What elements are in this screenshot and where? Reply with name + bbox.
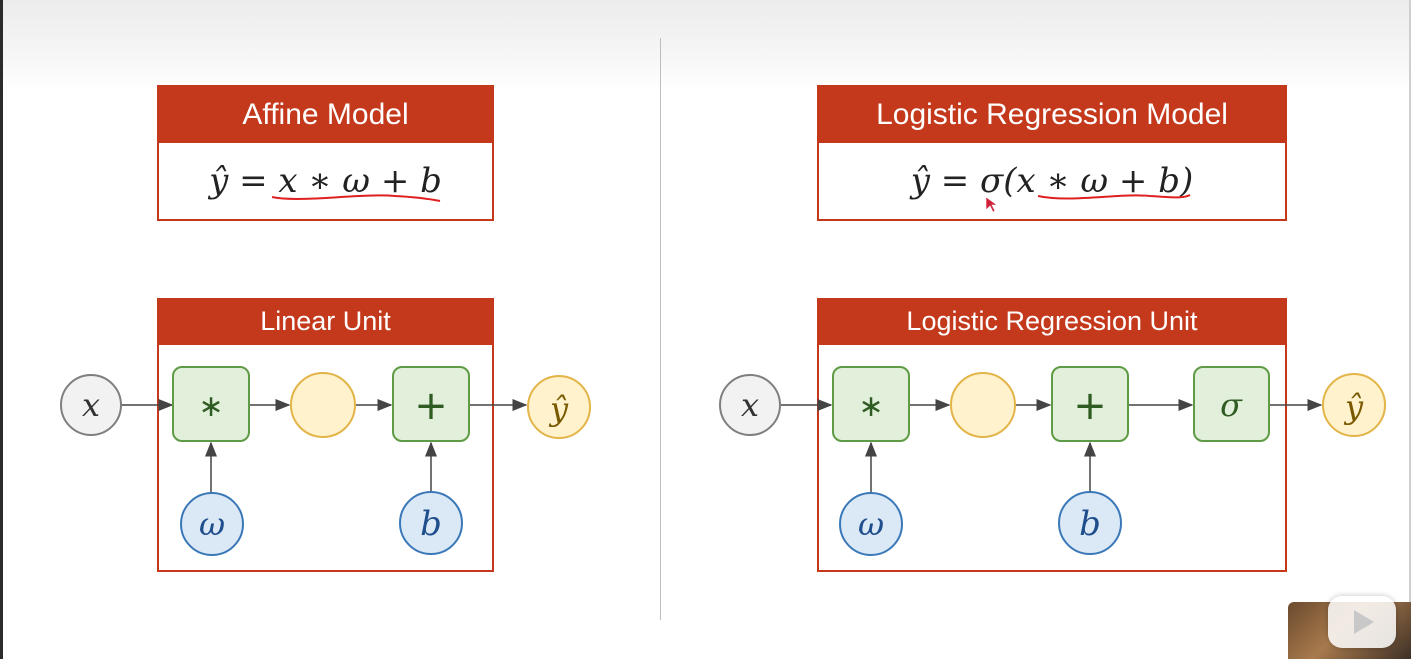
affine-model-box: Affine Model ŷ = x ∗ ω + b xyxy=(157,85,494,221)
bias-b-node: b xyxy=(1058,491,1122,555)
multiply-node: ∗ xyxy=(172,366,250,442)
svg-text:x: x xyxy=(741,386,759,424)
svg-text:∗: ∗ xyxy=(198,389,223,424)
svg-text:σ: σ xyxy=(1220,386,1243,424)
logistic-equation: ŷ = σ(x ∗ ω + b) xyxy=(910,161,1194,201)
output-y-hat-node: ŷ xyxy=(527,375,591,439)
affine-model-title: Affine Model xyxy=(159,87,492,143)
svg-text:ŷ: ŷ xyxy=(548,390,569,428)
window-left-edge xyxy=(0,0,3,659)
add-node: + xyxy=(392,366,470,442)
svg-text:b: b xyxy=(420,504,442,544)
multiply-node: ∗ xyxy=(832,366,910,442)
add-node: + xyxy=(1051,366,1129,442)
input-x-node: x xyxy=(60,374,122,436)
svg-text:+: + xyxy=(414,383,448,429)
weight-omega-node: ω xyxy=(180,492,244,556)
svg-text:ŷ: ŷ xyxy=(1343,388,1364,426)
linear-unit-title: Linear Unit xyxy=(157,298,494,344)
svg-text:ω: ω xyxy=(199,505,225,543)
svg-text:+: + xyxy=(1073,383,1107,429)
svg-text:b: b xyxy=(1079,504,1101,544)
logistic-unit-frame xyxy=(817,343,1287,572)
intermediate-node xyxy=(950,372,1016,438)
input-x-node: x xyxy=(719,374,781,436)
affine-equation: ŷ = x ∗ ω + b xyxy=(209,161,442,201)
weight-omega-node: ω xyxy=(839,492,903,556)
svg-text:∗: ∗ xyxy=(858,389,883,424)
svg-text:ω: ω xyxy=(858,505,884,543)
linear-unit-frame xyxy=(157,343,494,572)
logistic-model-title: Logistic Regression Model xyxy=(819,87,1285,143)
logistic-unit-title: Logistic Regression Unit xyxy=(817,298,1287,344)
svg-text:x: x xyxy=(82,386,100,424)
sigma-node: σ xyxy=(1193,366,1270,442)
intermediate-node xyxy=(290,372,356,438)
panel-divider xyxy=(660,38,661,620)
output-y-hat-node: ŷ xyxy=(1322,373,1386,437)
play-icon[interactable] xyxy=(1328,596,1396,648)
logistic-model-box: Logistic Regression Model ŷ = σ(x ∗ ω + … xyxy=(817,85,1287,221)
bias-b-node: b xyxy=(399,491,463,555)
window-right-edge xyxy=(1409,0,1411,659)
